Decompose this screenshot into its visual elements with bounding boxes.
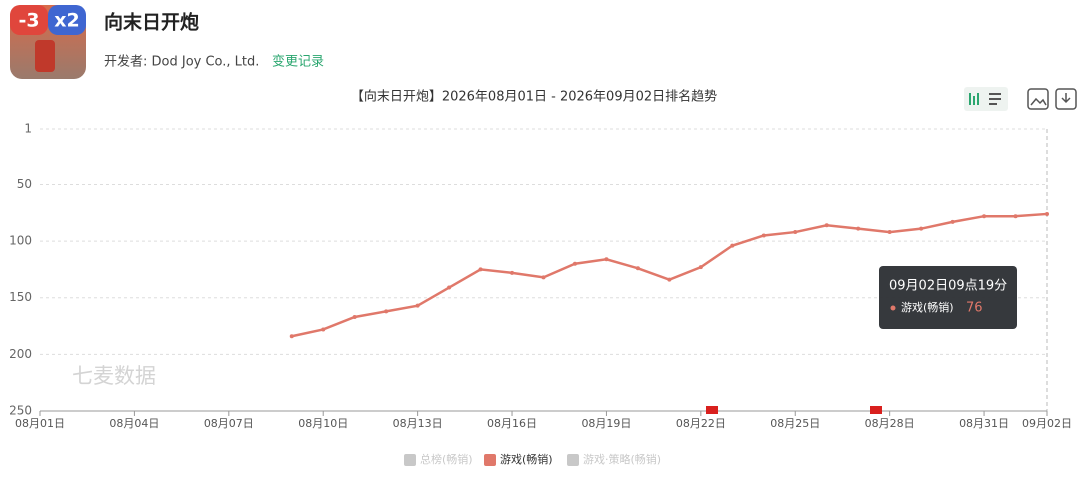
x-tick-label: 09月02日	[1022, 417, 1072, 430]
data-point	[950, 219, 955, 224]
icon-text: x2	[54, 10, 79, 32]
x-tick-label: 08月04日	[109, 417, 159, 430]
data-point	[510, 270, 515, 275]
x-tick-label: 08月10日	[298, 417, 348, 430]
y-tick-label: 150	[9, 290, 32, 304]
data-point	[447, 285, 452, 290]
data-point	[541, 275, 546, 280]
data-point	[1045, 211, 1049, 216]
legend-label: 游戏·策略(畅销)	[583, 452, 661, 466]
data-point	[384, 309, 389, 314]
data-point	[698, 265, 703, 270]
data-point	[856, 226, 861, 231]
legend-item[interactable]: 游戏·策略(畅销)	[567, 452, 661, 466]
data-point	[289, 334, 294, 339]
tooltip: 09月02日09点19分 游戏(畅销) 76	[879, 266, 1017, 329]
x-tick-label: 08月01日	[15, 417, 65, 430]
y-tick-label: 200	[9, 347, 32, 361]
x-tick-label: 08月07日	[204, 417, 254, 430]
y-tick-label: 250	[9, 404, 32, 418]
app-icon: -3 x2	[10, 5, 86, 79]
legend-swatch	[567, 454, 579, 466]
x-tick-label: 08月31日	[959, 417, 1009, 430]
change-log-link[interactable]: 变更记录	[272, 54, 324, 70]
legend-swatch	[404, 454, 416, 466]
tooltip-value: 76	[966, 301, 983, 316]
x-tick-label: 08月22日	[676, 417, 726, 430]
legend-item[interactable]: 总榜(畅销)	[404, 452, 473, 466]
legend-swatch	[484, 454, 496, 466]
icon-text: -3	[18, 10, 39, 32]
data-point	[415, 303, 420, 308]
x-tick-label: 08月19日	[581, 417, 631, 430]
app-name: 向末日开炮	[104, 11, 199, 34]
data-point	[793, 230, 798, 235]
data-point	[604, 257, 609, 262]
data-point	[321, 327, 326, 332]
x-tick-label: 08月28日	[865, 417, 915, 430]
y-tick-label: 50	[17, 177, 32, 191]
save-image-button[interactable]	[1027, 88, 1049, 110]
download-button[interactable]	[1055, 88, 1077, 110]
legend-label: 总榜(畅销)	[420, 452, 473, 466]
x-tick-label: 08月25日	[770, 417, 820, 430]
data-point	[1013, 214, 1018, 219]
data-point	[761, 233, 766, 238]
toolbar	[964, 87, 1077, 111]
data-point	[635, 266, 640, 271]
y-tick-label: 100	[9, 234, 32, 248]
data-point	[352, 315, 357, 319]
data-point	[919, 226, 924, 231]
data-point	[887, 230, 892, 235]
legend-label: 游戏(畅销)	[500, 452, 553, 466]
chart-title: 【向末日开炮】2026年08月01日 - 2026年09月02日排名趋势	[351, 89, 717, 105]
y-tick-label: 1	[24, 122, 32, 136]
data-point	[730, 243, 735, 248]
data-point	[667, 277, 672, 282]
flag-markers	[706, 406, 882, 417]
data-point	[478, 267, 483, 272]
watermark: 七麦数据	[72, 364, 156, 388]
x-tick-label: 08月13日	[393, 417, 443, 430]
legend-item[interactable]: 游戏(畅销)	[484, 452, 553, 466]
tooltip-title: 09月02日09点19分	[889, 279, 1007, 294]
data-point	[572, 261, 577, 266]
data-point	[824, 223, 829, 228]
data-point	[982, 214, 987, 219]
x-tick-label: 08月16日	[487, 417, 537, 430]
tooltip-series: 游戏(畅销)	[901, 300, 954, 314]
developer: 开发者: Dod Joy Co., Ltd.	[104, 54, 259, 70]
